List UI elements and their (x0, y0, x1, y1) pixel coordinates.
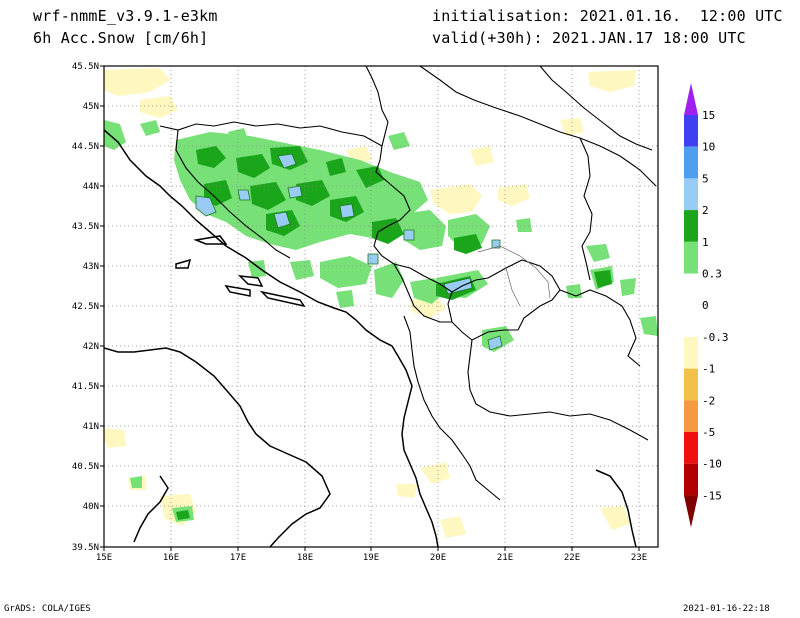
lat-label: 44.5N (72, 142, 99, 152)
lon-label: 16E (163, 553, 179, 563)
longitude-labels: 15E 16E 17E 18E 19E 20E 21E 22E 23E (96, 553, 647, 563)
lat-label: 42.5N (72, 302, 99, 312)
colorbar-label: -1 (702, 363, 715, 376)
colorbar-label: 2 (702, 204, 709, 217)
colorbar-swatch (684, 210, 698, 242)
lon-label: 17E (230, 553, 246, 563)
coastlines (104, 129, 637, 547)
region-borders (477, 245, 551, 307)
colorbar-top-arrow (684, 83, 698, 115)
lat-label: 42N (83, 342, 99, 352)
lat-label: 44N (83, 182, 99, 192)
colorbar-label: 10 (702, 141, 715, 154)
lon-label: 15E (96, 553, 112, 563)
lat-label: 45.5N (72, 62, 99, 72)
lat-label: 45N (83, 102, 99, 112)
snow-dark-green (176, 146, 612, 520)
colorbar-swatch (684, 400, 698, 432)
colorbar-bottom-arrow (684, 495, 698, 528)
colorbar-swatch (684, 368, 698, 401)
colorbar-swatch (684, 336, 698, 369)
snow-light-blue (195, 153, 503, 351)
colorbar-label: -10 (702, 458, 722, 471)
country-borders (159, 66, 657, 501)
initialisation-time: initialisation: 2021.01.16. 12:00 UTC (432, 7, 783, 25)
colorbar-label: -2 (702, 394, 715, 407)
lat-label: 40N (83, 502, 99, 512)
colorbar-swatch (684, 241, 698, 274)
colorbar-label: -15 (702, 489, 722, 502)
colorbar-label: -5 (702, 426, 715, 439)
colorbar-label: 15 (702, 109, 715, 122)
lat-label: 41N (83, 422, 99, 432)
colorbar-label: 0.3 (702, 268, 722, 281)
valid-time: valid(+30h): 2021.JAN.17 18:00 UTC (432, 29, 746, 47)
lon-label: 21E (497, 553, 513, 563)
axis-ticks (100, 65, 640, 551)
lon-label: 19E (363, 553, 379, 563)
model-title: wrf-nmmE_v3.9.1-e3km (33, 7, 218, 25)
field-title: 6h Acc.Snow [cm/6h] (33, 29, 209, 47)
colorbar-label: 1 (702, 236, 709, 249)
colorbar-swatch (684, 432, 698, 464)
colorbar-label: 0 (702, 299, 709, 312)
colorbar-label: -0.3 (702, 331, 729, 344)
lat-label: 39.5N (72, 543, 99, 553)
field-shading (104, 66, 658, 547)
lon-label: 23E (631, 553, 647, 563)
lon-label: 22E (564, 553, 580, 563)
colorbar-swatch (684, 178, 698, 211)
colorbar-swatch (684, 146, 698, 179)
lon-label: 18E (297, 553, 313, 563)
colorbar-swatch (684, 305, 698, 337)
colorbar-label: 5 (702, 172, 709, 185)
lat-label: 43.5N (72, 222, 99, 232)
grads-credit: GrADS: COLA/IGES (4, 604, 91, 614)
lat-label: 43N (83, 262, 99, 272)
latitude-labels: 45.5N 45N 44.5N 44N 43.5N 43N 42.5N 42N … (72, 62, 99, 553)
render-timestamp: 2021-01-16-22:18 (683, 604, 770, 614)
lat-label: 41.5N (72, 382, 99, 392)
colorbar-swatch (684, 273, 698, 306)
lat-label: 40.5N (72, 462, 99, 472)
colorbar: 15 10 5 2 1 0.3 0 -0.3 -1 -2 -5 -10 -15 (684, 83, 729, 528)
lon-label: 20E (430, 553, 446, 563)
colorbar-swatch (684, 115, 698, 147)
colorbar-swatch (684, 463, 698, 496)
